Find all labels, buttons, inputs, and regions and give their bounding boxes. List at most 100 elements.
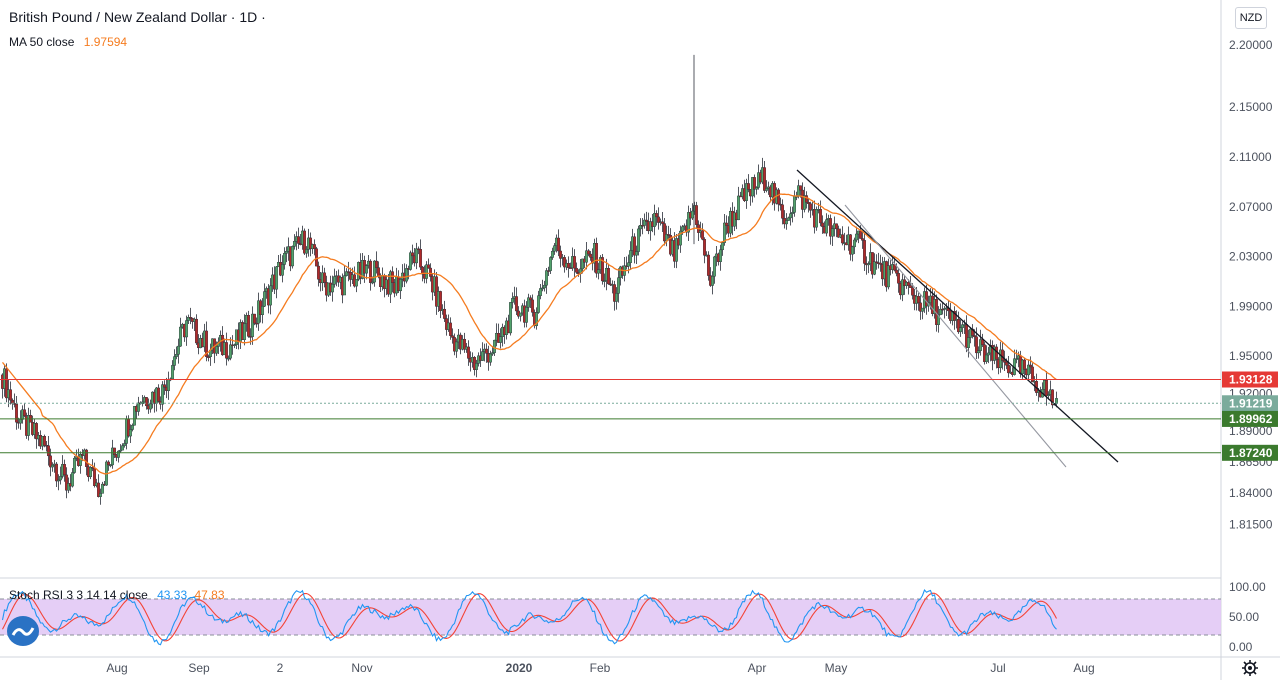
candle-body — [629, 250, 633, 263]
candle-body — [491, 352, 495, 355]
candle-body — [1030, 366, 1034, 383]
candle-body — [493, 339, 497, 353]
candle-body — [907, 282, 911, 286]
candle-body — [1050, 389, 1054, 406]
candle-body — [537, 295, 541, 313]
candle-body — [635, 251, 639, 256]
candle-body — [250, 313, 254, 337]
tradingview-logo-icon[interactable] — [7, 616, 39, 646]
candle-body — [419, 249, 423, 268]
ma-value: 1.97594 — [83, 35, 128, 49]
candle-body — [19, 419, 23, 424]
candle-body — [481, 351, 485, 361]
candle-body — [657, 216, 661, 223]
price-tick-label: 1.81500 — [1229, 517, 1273, 531]
trendline-grey — [844, 204, 1067, 468]
time-tick-label: Jul — [990, 661, 1005, 675]
price-tick-label: 2.03000 — [1229, 250, 1273, 264]
candle-body — [547, 270, 551, 272]
candle-body — [112, 447, 116, 455]
candle-body — [861, 238, 865, 241]
candle-body — [283, 253, 287, 265]
candle-body — [303, 230, 307, 254]
candle-body — [829, 218, 833, 237]
candle-body — [655, 213, 659, 218]
candle-body — [539, 288, 543, 296]
candle-body — [835, 223, 839, 230]
candle-body — [589, 253, 593, 258]
candle-body — [921, 307, 925, 312]
candle-body — [887, 265, 891, 288]
currency-button[interactable]: NZD — [1235, 7, 1267, 29]
stoch-legend: Stoch RSI 3 3 14 14 close 43.33 47.83 — [9, 588, 225, 602]
candle-body — [587, 250, 591, 255]
candle-body — [57, 479, 61, 482]
candle-body — [895, 269, 899, 274]
candle-body — [455, 341, 459, 352]
candle-body — [194, 318, 198, 344]
candle-body — [557, 237, 561, 252]
candle-body — [118, 449, 122, 452]
candle-body — [791, 212, 795, 214]
price-tag-bg — [1222, 410, 1278, 427]
candle-body — [285, 251, 289, 254]
gear-icon[interactable] — [1241, 659, 1259, 677]
candle-body — [70, 472, 74, 487]
candle-body — [391, 271, 395, 283]
candle-body — [174, 354, 178, 357]
candle-body — [543, 284, 547, 289]
candle-body — [967, 337, 971, 348]
candle-body — [449, 322, 453, 336]
candle-body — [246, 315, 250, 337]
candle-body — [409, 252, 413, 270]
candle-body — [825, 219, 829, 234]
candle-body — [985, 354, 989, 362]
candle-body — [144, 397, 148, 407]
candle-body — [753, 177, 757, 190]
candle-body — [661, 221, 665, 224]
candle-body — [421, 266, 425, 275]
candle-body — [8, 389, 12, 401]
candle-body — [725, 222, 729, 226]
candle-body — [51, 464, 55, 468]
candle-body — [563, 257, 567, 268]
candle-body — [511, 298, 515, 303]
candle-body — [261, 305, 265, 315]
candle-body — [719, 249, 723, 262]
candle-body — [224, 342, 228, 359]
time-tick-label: Aug — [1073, 661, 1094, 675]
candle-body — [128, 429, 132, 437]
candle-body — [979, 339, 983, 351]
candle-body — [777, 189, 781, 205]
stoch-tick-label: 100.00 — [1229, 580, 1266, 594]
candle-body — [653, 213, 657, 227]
candle-body — [371, 281, 375, 284]
candle-body — [116, 450, 120, 458]
candle-body — [553, 245, 557, 252]
candle-body — [837, 228, 841, 238]
candle-body — [172, 356, 176, 366]
candle-body — [12, 403, 16, 405]
price-tick-label: 1.84000 — [1229, 486, 1273, 500]
candle-body — [132, 406, 136, 426]
candle-body — [601, 257, 605, 282]
candle-body — [809, 203, 813, 211]
candle-body — [853, 239, 857, 248]
candle-body — [789, 213, 793, 219]
candle-body — [136, 402, 140, 412]
time-tick-label: 2020 — [506, 661, 533, 675]
candle-body — [148, 403, 152, 410]
candle-body — [252, 313, 256, 324]
candle-body — [953, 311, 957, 321]
candle-body — [242, 323, 246, 340]
candle-body — [645, 219, 649, 222]
candle-body — [333, 276, 337, 285]
candle-body — [160, 384, 164, 405]
symbol-title: British Pound / New Zealand Dollar · 1D … — [9, 9, 266, 25]
candle-body — [35, 423, 39, 440]
candle-body — [100, 483, 104, 494]
candle-body — [637, 228, 641, 252]
candle-body — [911, 287, 915, 296]
